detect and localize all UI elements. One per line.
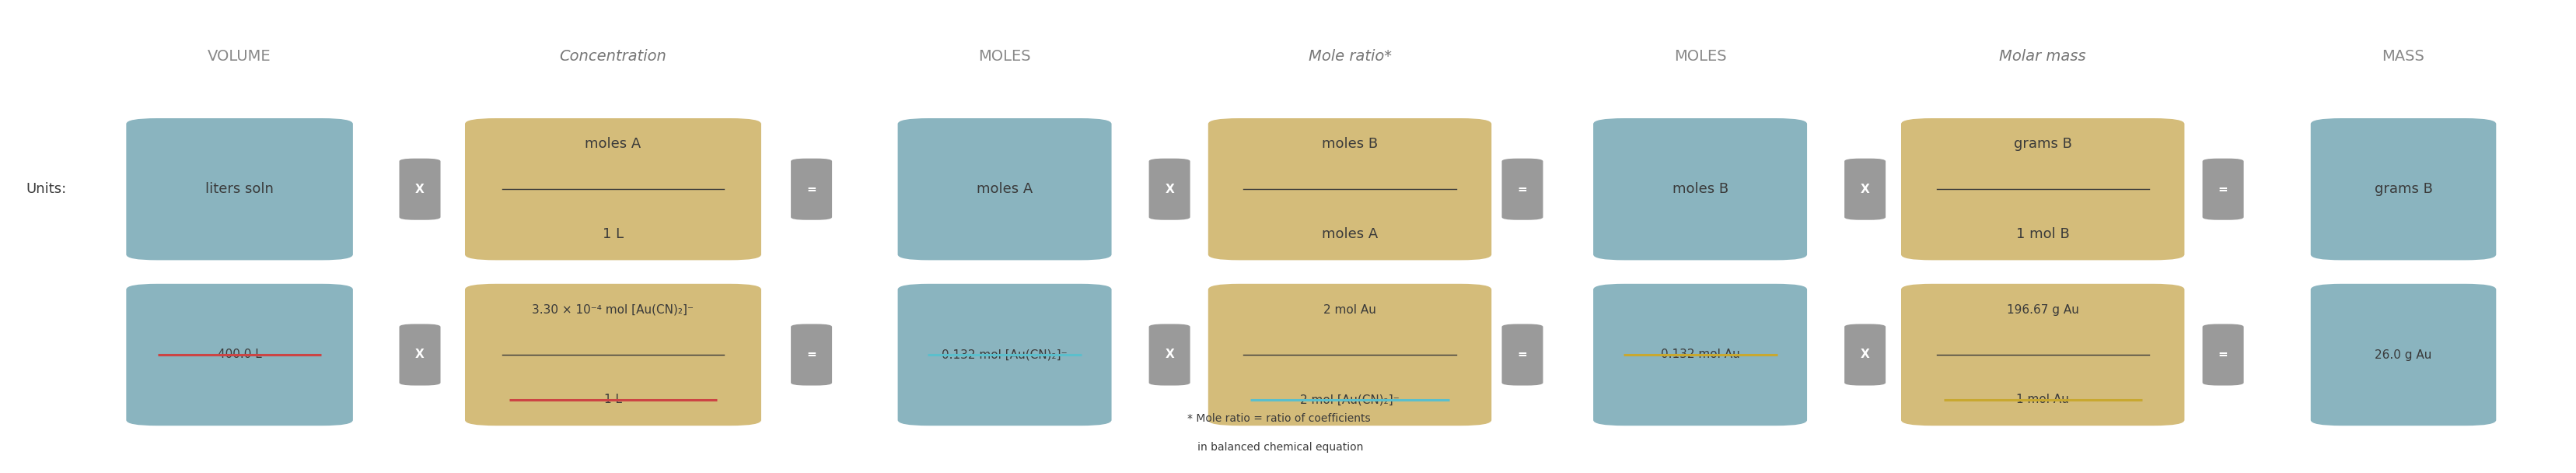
Text: 0.132 mol Au: 0.132 mol Au <box>1662 349 1739 360</box>
Text: 0.132 mol [Au(CN)₂]⁻: 0.132 mol [Au(CN)₂]⁻ <box>943 349 1066 360</box>
FancyBboxPatch shape <box>1592 118 1808 260</box>
FancyBboxPatch shape <box>1208 118 1492 260</box>
Text: * Mole ratio = ratio of coefficients: * Mole ratio = ratio of coefficients <box>1188 413 1370 424</box>
Text: 400.0 L: 400.0 L <box>216 349 263 360</box>
Text: X: X <box>415 184 425 195</box>
FancyBboxPatch shape <box>1844 158 1886 220</box>
Text: 2 mol Au: 2 mol Au <box>1324 304 1376 315</box>
FancyBboxPatch shape <box>791 158 832 220</box>
FancyBboxPatch shape <box>126 284 353 426</box>
Text: MOLES: MOLES <box>1674 49 1726 64</box>
Text: moles B: moles B <box>1672 182 1728 196</box>
FancyBboxPatch shape <box>1502 158 1543 220</box>
FancyBboxPatch shape <box>1901 284 2184 426</box>
Text: =: = <box>806 349 817 360</box>
Text: 1 mol Au: 1 mol Au <box>2017 394 2069 405</box>
Text: 3.30 × 10⁻⁴ mol [Au(CN)₂]⁻: 3.30 × 10⁻⁴ mol [Au(CN)₂]⁻ <box>533 304 693 315</box>
Text: grams B: grams B <box>2375 182 2432 196</box>
Text: MASS: MASS <box>2383 49 2424 64</box>
Text: VOLUME: VOLUME <box>209 49 270 64</box>
FancyBboxPatch shape <box>2311 118 2496 260</box>
Text: =: = <box>806 184 817 195</box>
FancyBboxPatch shape <box>126 118 353 260</box>
Text: X: X <box>415 349 425 360</box>
Text: moles B: moles B <box>1321 137 1378 151</box>
Text: =: = <box>2218 184 2228 195</box>
FancyBboxPatch shape <box>899 284 1113 426</box>
FancyBboxPatch shape <box>1502 324 1543 385</box>
Text: moles A: moles A <box>976 182 1033 196</box>
FancyBboxPatch shape <box>1592 284 1808 426</box>
Text: liters soln: liters soln <box>206 182 273 196</box>
Text: grams B: grams B <box>2014 137 2071 151</box>
Text: Molar mass: Molar mass <box>1999 49 2087 64</box>
Text: MOLES: MOLES <box>979 49 1030 64</box>
Text: X: X <box>1164 349 1175 360</box>
Text: moles A: moles A <box>1321 227 1378 241</box>
Text: 2 mol [Au(CN)₂]⁻: 2 mol [Au(CN)₂]⁻ <box>1301 394 1399 405</box>
FancyBboxPatch shape <box>899 118 1113 260</box>
Text: =: = <box>1517 349 1528 360</box>
Text: 1 mol B: 1 mol B <box>2017 227 2069 241</box>
FancyBboxPatch shape <box>1208 284 1492 426</box>
Text: 1 L: 1 L <box>605 394 621 405</box>
FancyBboxPatch shape <box>1844 324 1886 385</box>
FancyBboxPatch shape <box>466 284 762 426</box>
Text: Concentration: Concentration <box>559 49 667 64</box>
FancyBboxPatch shape <box>1149 324 1190 385</box>
Text: 196.67 g Au: 196.67 g Au <box>2007 304 2079 315</box>
FancyBboxPatch shape <box>399 158 440 220</box>
Text: Units:: Units: <box>26 182 67 196</box>
Text: X: X <box>1860 184 1870 195</box>
FancyBboxPatch shape <box>791 324 832 385</box>
FancyBboxPatch shape <box>2202 158 2244 220</box>
Text: in balanced chemical equation: in balanced chemical equation <box>1188 441 1363 453</box>
Text: 1 L: 1 L <box>603 227 623 241</box>
Text: moles A: moles A <box>585 137 641 151</box>
FancyBboxPatch shape <box>1149 158 1190 220</box>
Text: Mole ratio*: Mole ratio* <box>1309 49 1391 64</box>
FancyBboxPatch shape <box>399 324 440 385</box>
FancyBboxPatch shape <box>2311 284 2496 426</box>
Text: 26.0 g Au: 26.0 g Au <box>2375 349 2432 360</box>
Text: X: X <box>1860 349 1870 360</box>
Text: =: = <box>2218 349 2228 360</box>
Text: X: X <box>1164 184 1175 195</box>
FancyBboxPatch shape <box>1901 118 2184 260</box>
Text: =: = <box>1517 184 1528 195</box>
FancyBboxPatch shape <box>2202 324 2244 385</box>
FancyBboxPatch shape <box>466 118 762 260</box>
